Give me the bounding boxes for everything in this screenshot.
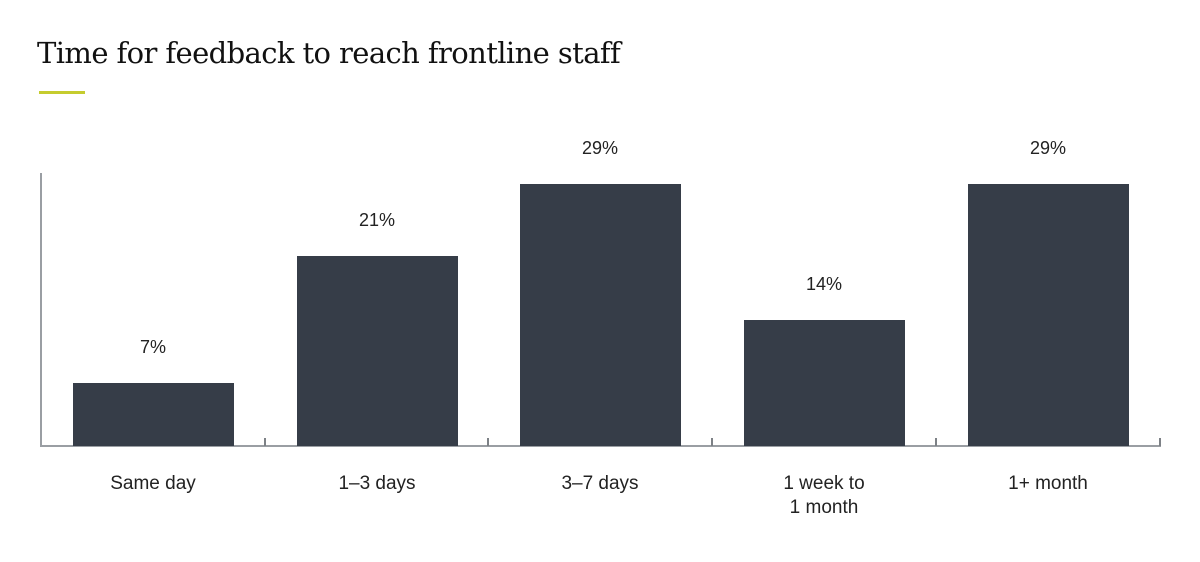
category-label-line: 1+ month xyxy=(1008,473,1088,494)
category-label: 3–7 days xyxy=(500,472,700,496)
chart-title: Time for feedback to reach frontline sta… xyxy=(37,36,621,70)
category-label: 1 week to 1 month xyxy=(724,472,924,520)
category-label: 1–3 days xyxy=(277,472,477,496)
category-label: Same day xyxy=(53,472,253,496)
bar-1-week-to-1-month xyxy=(744,320,905,446)
value-label: 14% xyxy=(805,274,843,294)
category-label-line: 1–3 days xyxy=(338,473,416,494)
category-label-line: 1 week to xyxy=(783,473,865,494)
value-label: 7% xyxy=(139,337,166,357)
bar-same-day xyxy=(73,383,234,446)
x-axis-tick xyxy=(487,438,489,446)
category-label: 1+ month xyxy=(948,472,1148,496)
x-axis-tick xyxy=(935,438,937,446)
bar-1-3-days xyxy=(297,256,458,446)
bar-3-7-days xyxy=(520,184,681,446)
bar-1-plus-month xyxy=(968,184,1129,446)
category-label-line: 3–7 days xyxy=(561,473,639,494)
x-axis-tick xyxy=(711,438,713,446)
title-accent-rule xyxy=(39,91,85,94)
x-axis-tick xyxy=(1159,438,1161,446)
category-label-line: Same day xyxy=(110,473,196,494)
y-axis xyxy=(40,173,42,447)
value-label: 29% xyxy=(1029,138,1067,158)
value-label: 21% xyxy=(358,210,396,230)
x-axis-tick xyxy=(264,438,266,446)
category-label-line: 1 month xyxy=(789,497,859,518)
x-axis xyxy=(40,445,1161,447)
value-label: 29% xyxy=(581,138,619,158)
